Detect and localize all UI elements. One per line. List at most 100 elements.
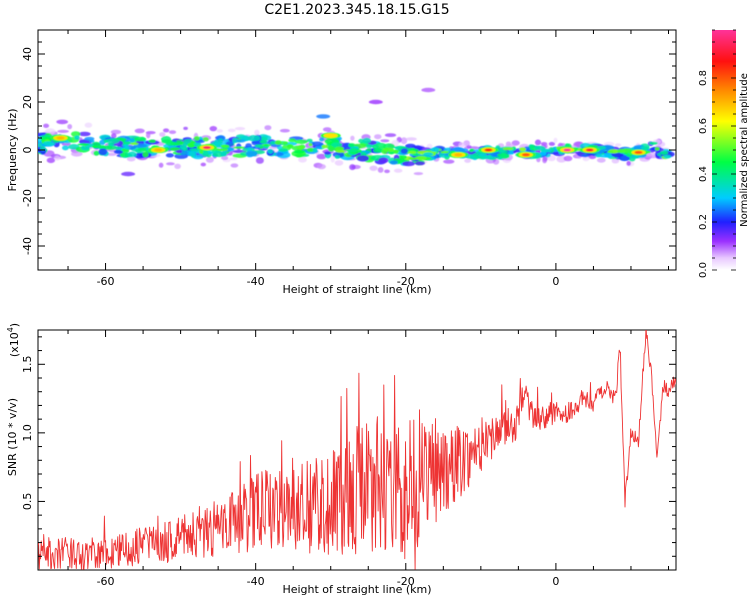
- spectrogram-hotspot: [56, 136, 65, 140]
- spectrogram-core-blob: [430, 147, 440, 152]
- spectrogram-core-blob: [497, 149, 506, 153]
- spectrogram-band-blob: [267, 148, 274, 154]
- colorbar-tick-label: 0.4: [698, 166, 709, 182]
- figure-title: C2E1.2023.345.18.15.G15: [264, 2, 449, 18]
- spectrogram-halo-blob: [322, 127, 332, 132]
- spectrogram-core-blob: [412, 153, 418, 157]
- spectrogram-band-blob: [78, 131, 91, 137]
- spectrogram-core-blob: [199, 149, 204, 154]
- snr-ticks: [38, 330, 676, 571]
- spectrogram-core-blob: [321, 144, 329, 149]
- spectrogram-halo-blob: [126, 156, 136, 162]
- spectrogram-core-blob: [541, 148, 552, 153]
- spectrogram-halo-blob: [221, 156, 229, 160]
- spectrogram-core-blob: [308, 143, 313, 147]
- spectrogram-band-blob: [201, 150, 209, 157]
- spectrogram-band-blob: [148, 139, 156, 143]
- spectrogram-halo-blob: [227, 128, 236, 133]
- spectrogram-core-blob: [103, 139, 109, 143]
- spectrogram-halo-blob: [626, 160, 631, 166]
- spectrogram-hotspot: [585, 148, 594, 152]
- spectrogram-halo-blob: [548, 141, 556, 146]
- spectrogram-core-blob: [335, 149, 346, 153]
- spectrogram-hotspot: [484, 148, 493, 152]
- spectrogram-core-blob: [408, 150, 417, 154]
- spectrogram-core-blob: [193, 142, 201, 146]
- spectrogram-core-blob: [629, 156, 640, 159]
- spectrogram-core-blob: [278, 148, 289, 152]
- spectrogram-core-blob: [331, 142, 343, 148]
- spectrogram-core-blob: [263, 143, 269, 147]
- spectrogram-core-blob: [259, 140, 268, 144]
- spectrogram-core-blob: [170, 141, 179, 146]
- spectrogram-core-blob: [287, 144, 293, 149]
- spectrogram-core-blob: [107, 142, 115, 146]
- spectrogram-band-blob: [378, 157, 389, 164]
- colorbar-ticks: 0.0 0.2 0.4 0.6 0.8: [698, 29, 736, 278]
- snr-series-line: [38, 330, 676, 570]
- snr-x-axis-label: Height of straight line (km): [282, 583, 431, 596]
- colorbar: 0.0 0.2 0.4 0.6 0.8 Normalized spectral ampl…: [698, 29, 750, 278]
- spectrogram-halo-blob: [264, 125, 272, 131]
- snr-x-tick-labels: -60 -40 -20 0: [97, 575, 560, 588]
- spectrogram-halo-blob: [159, 132, 166, 137]
- spectrogram-band-blob: [362, 137, 372, 144]
- spectrogram-core-blob: [649, 141, 658, 145]
- spectrogram-halo-blob: [405, 137, 417, 141]
- spectrogram-band-blob: [400, 148, 408, 154]
- spectrogram-band-blob: [134, 136, 147, 142]
- spectrogram-halo-blob: [334, 160, 344, 166]
- spectrogram-x-tick-labels: -60 -40 -20 0: [97, 275, 560, 288]
- spectrogram-band-blob: [402, 161, 415, 167]
- colorbar-tick-label: 0.8: [698, 70, 709, 86]
- spectrogram-halo-blob: [330, 156, 335, 163]
- spectrogram-halo-blob: [350, 135, 355, 141]
- spectrogram-core-blob: [77, 143, 89, 146]
- spectrogram-halo-blob: [254, 129, 260, 136]
- spectrogram-halo-blob: [384, 133, 397, 138]
- y-tick-label: -40: [21, 237, 34, 255]
- spectrogram-core-blob: [220, 144, 230, 148]
- snr-y-multiplier-base: (x10: [8, 332, 21, 357]
- spectrogram-band-blob: [161, 139, 173, 144]
- spectrogram-core-blob: [74, 135, 80, 140]
- spectrogram-band-blob: [507, 151, 514, 155]
- spectrogram-scattered-blob: [121, 171, 136, 177]
- spectrogram-core-blob: [383, 147, 395, 152]
- spectrogram-core-blob: [296, 145, 305, 150]
- spectrogram-band-blob: [247, 135, 261, 142]
- spectrogram-halo-blob: [229, 157, 238, 161]
- spectrogram-halo-blob: [255, 157, 264, 164]
- spectrogram-scattered-blob: [421, 87, 436, 93]
- spectrogram-band-blob: [226, 147, 235, 152]
- spectrogram-band-blob: [365, 144, 373, 149]
- x-tick-label: -40: [247, 275, 265, 288]
- colorbar-tick-label: 0.2: [698, 214, 709, 230]
- snr-panel: -60 -40 -20 0 0.5 1.0 1.5 Height of straight …: [6, 323, 677, 596]
- x-tick-label: -40: [247, 575, 265, 588]
- spectrogram-core-blob: [123, 141, 132, 145]
- spectrogram-scattered-blob: [316, 114, 331, 119]
- spectrogram-band-blob: [71, 131, 81, 138]
- spectrogram-core-blob: [479, 153, 487, 157]
- spectrogram-band-blob: [356, 155, 369, 162]
- spectrogram-band-blob: [389, 160, 398, 165]
- spectrogram-halo-blob: [216, 129, 223, 133]
- spectrogram-halo-blob: [67, 124, 73, 130]
- spectrogram-halo-blob: [380, 139, 390, 143]
- spectrogram-halo-blob: [57, 129, 69, 133]
- spectrogram-band-blob: [306, 138, 313, 143]
- spectrogram-core-blob: [106, 145, 113, 149]
- spectrogram-band-blob: [311, 141, 324, 147]
- spectrogram-core-blob: [294, 150, 305, 154]
- spectrogram-core-blob: [306, 147, 315, 152]
- spectrogram-band-blob: [98, 148, 108, 156]
- spectrogram-halo-blob: [134, 128, 145, 134]
- spectrogram-core-blob: [399, 155, 407, 160]
- spectrogram-halo-blob: [393, 168, 403, 173]
- spectrogram-band-blob: [324, 151, 331, 155]
- spectrogram-band-blob: [62, 145, 69, 151]
- spectrogram-core-blob: [114, 146, 122, 150]
- spectrogram-band-blob: [175, 149, 183, 154]
